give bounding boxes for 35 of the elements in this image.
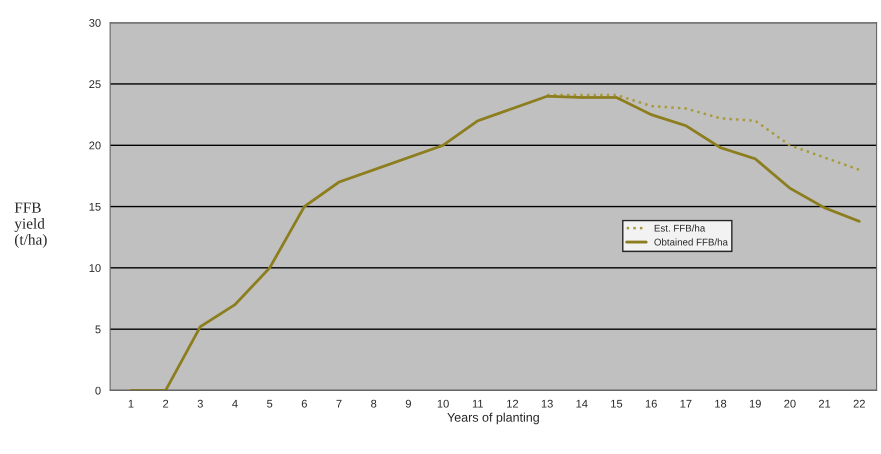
- x-tick-label: 16: [646, 400, 657, 408]
- legend-label: Est. FFB/ha: [654, 224, 706, 232]
- x-tick-label: 13: [542, 400, 553, 408]
- x-tick-label: 2: [163, 400, 168, 408]
- x-tick-label: 11: [472, 400, 483, 408]
- x-tick-label: 5: [267, 400, 272, 408]
- x-tick-label: 19: [750, 400, 761, 408]
- x-tick-label: 9: [406, 400, 411, 408]
- x-tick-label: 8: [371, 400, 376, 408]
- x-tick-label: 12: [507, 400, 518, 408]
- y-tick-label: 0: [95, 386, 101, 395]
- x-tick-label: 20: [784, 400, 796, 408]
- y-tick-label: 25: [89, 80, 101, 88]
- x-tick-label: 3: [198, 400, 203, 408]
- y-tick-label: 20: [89, 142, 101, 150]
- y-tick-label: 15: [90, 202, 101, 211]
- line-series: [546, 94, 861, 172]
- x-tick-label: 1: [128, 400, 134, 408]
- x-tick-label: 18: [715, 400, 726, 408]
- x-tick-label: 7: [336, 400, 342, 408]
- y-tick-label: 30: [89, 18, 101, 27]
- legend-label: Obtained FFB/ha: [654, 238, 728, 246]
- line-series: [130, 94, 861, 390]
- x-tick-label: 22: [854, 400, 865, 408]
- y-tick-label: 5: [95, 326, 101, 334]
- y-tick-label: 10: [90, 264, 101, 272]
- x-axis-title: Years of planting: [447, 412, 539, 424]
- y-axis-title: FFB yield (t/ha): [14, 202, 47, 248]
- x-tick-label: 6: [302, 400, 307, 408]
- x-tick-label: 17: [680, 400, 692, 408]
- x-tick-label: 4: [232, 400, 238, 408]
- x-tick-label: 10: [438, 400, 449, 408]
- x-tick-label: 15: [611, 400, 622, 408]
- x-tick-label: 14: [576, 400, 588, 408]
- x-tick-label: 21: [818, 400, 830, 408]
